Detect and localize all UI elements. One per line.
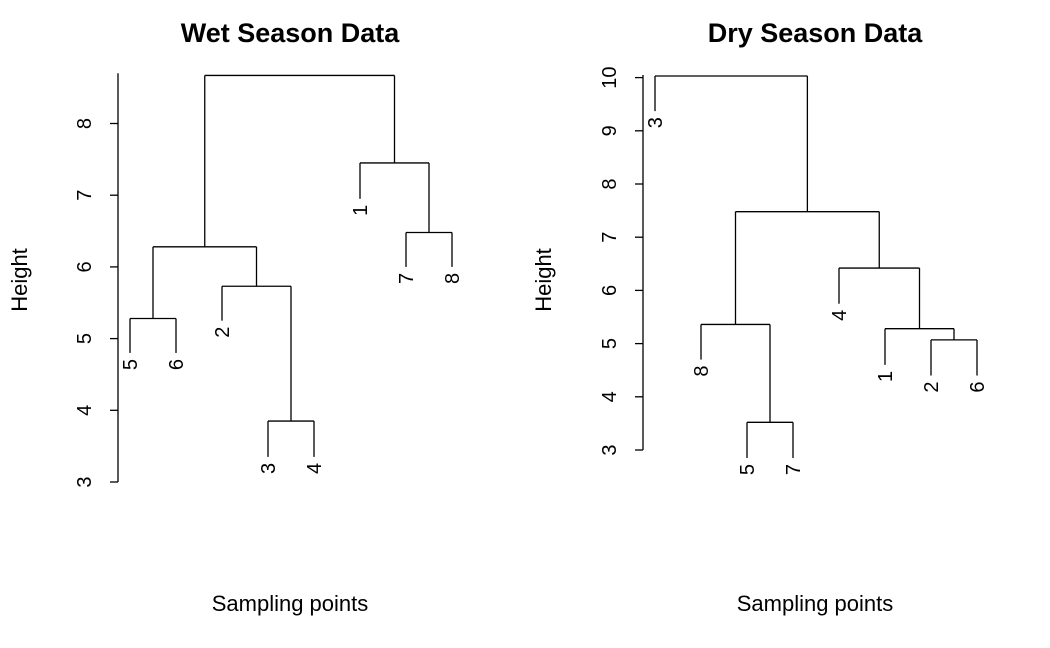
dry-y-axis: 3 4 5 6 7 8 9 10 <box>599 66 644 456</box>
y-tick-label: 5 <box>74 333 96 344</box>
y-tick-label: 4 <box>74 405 96 416</box>
leaf-label: 3 <box>645 117 667 128</box>
wet-chart-title: Wet Season Data <box>181 18 401 48</box>
leaf-label: 6 <box>967 382 989 393</box>
leaf-label: 2 <box>921 382 943 393</box>
leaf-label: 4 <box>829 310 851 321</box>
wet-season-panel: Wet Season Data Sampling points Height 3… <box>7 18 464 616</box>
leaf-label: 2 <box>212 327 234 338</box>
y-tick-label: 8 <box>74 118 96 129</box>
leaf-label: 3 <box>258 463 280 474</box>
y-tick-label: 5 <box>599 338 621 349</box>
leaf-label: 8 <box>442 273 464 284</box>
y-tick-label: 3 <box>599 444 621 455</box>
y-tick-label: 7 <box>74 190 96 201</box>
dry-x-axis-label: Sampling points <box>737 591 894 616</box>
wet-y-axis-label: Height <box>7 248 32 312</box>
y-tick-label: 6 <box>599 285 621 296</box>
leaf-label: 5 <box>737 464 759 475</box>
leaf-label: 5 <box>120 359 142 370</box>
leaf-label: 1 <box>875 371 897 382</box>
y-tick-label: 6 <box>74 261 96 272</box>
y-tick-label: 9 <box>599 125 621 136</box>
dry-y-axis-label: Height <box>531 248 556 312</box>
wet-y-axis: 3 4 5 6 7 8 <box>74 73 119 488</box>
dry-chart-title: Dry Season Data <box>708 18 924 48</box>
leaf-label: 4 <box>304 463 326 474</box>
dry-dendrogram: 3 8 5 7 4 1 2 6 <box>645 75 989 475</box>
leaf-label: 8 <box>691 366 713 377</box>
wet-x-axis-label: Sampling points <box>212 591 369 616</box>
dry-season-panel: Dry Season Data Sampling points Height 3… <box>531 18 989 616</box>
y-tick-label: 4 <box>599 391 621 402</box>
y-tick-label: 7 <box>599 232 621 243</box>
y-tick-label: 3 <box>74 476 96 487</box>
leaf-label: 7 <box>783 464 805 475</box>
leaf-label: 7 <box>396 273 418 284</box>
leaf-label: 6 <box>166 359 188 370</box>
leaf-label: 1 <box>350 205 372 216</box>
y-tick-label: 10 <box>599 66 621 88</box>
wet-dendrogram: 5 6 2 3 4 1 7 8 <box>120 74 464 474</box>
y-tick-label: 8 <box>599 178 621 189</box>
